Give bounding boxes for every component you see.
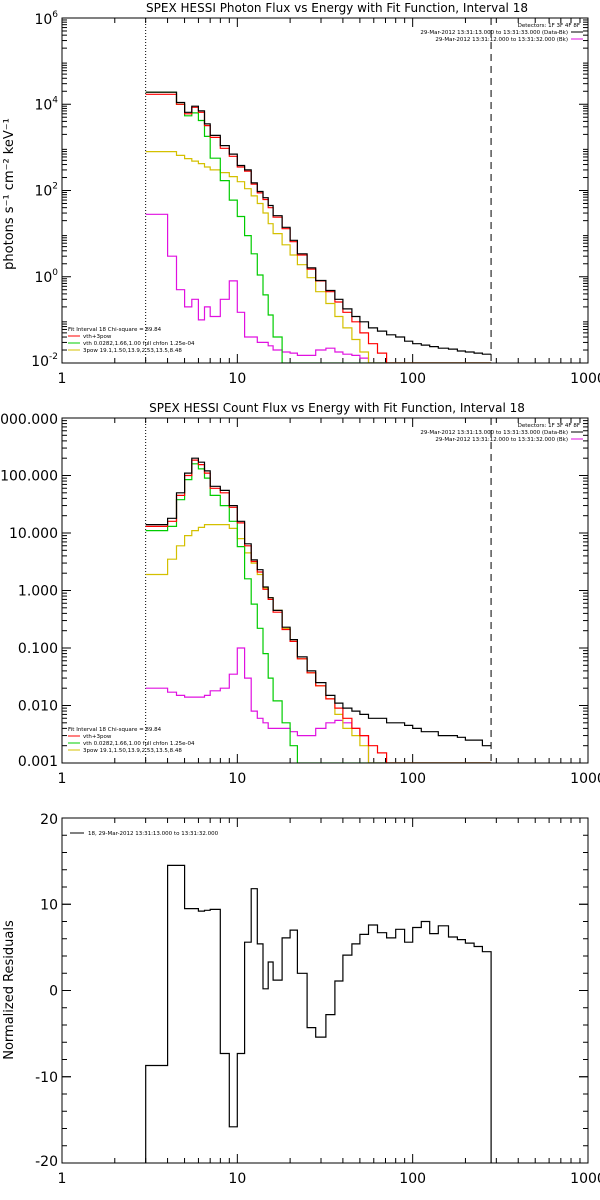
legend-entry: vth+3pow [83,334,112,340]
data-legend-entry: Detectors: 1F 3F 4F 8F [518,23,580,29]
series-line-0 [145,864,492,1163]
legend-entry: 3pow 19.1,1.50,13.9,2.53,13.5,8.48 [83,348,182,354]
series-line-2 [145,91,492,363]
photon-flux-panel: SPEX HESSI Photon Flux vs Energy with Fi… [2,1,600,387]
y-tick-label: 102 [34,182,58,200]
y-tick-label: 0.010 [18,699,58,715]
legend-entry: Fit Interval 18 Chi-square = 89.84 [68,327,162,333]
legend-entry: Fit Interval 18 Chi-square = 89.84 [68,727,162,733]
x-tick-label: 10 [228,1171,246,1187]
series-line-4 [145,647,492,763]
data-legend-entry: 29-Mar-2012 13:31:13.000 to 13:31:33.000… [420,430,568,436]
photon-flux-plot-frame [61,17,589,364]
legend-entry: 18, 29-Mar-2012 13:31:13.000 to 13:31:32… [88,831,219,837]
series-line-3 [145,151,492,363]
series-line-4 [145,213,492,363]
x-tick-label: 1 [58,771,67,787]
residuals-plot-frame [61,817,589,1164]
y-tick-label: 10.000 [9,526,58,542]
data-legend-entry: Detectors: 1F 3F 4F 8F [518,423,580,429]
y-tick-label: 100 [34,268,58,286]
x-tick-label: 1 [58,371,67,387]
y-tick-label: 106 [34,10,58,28]
residuals-ylabel: Normalized Residuals [2,920,17,1060]
data-legend-entry: 29-Mar-2012 13:31:12.000 to 13:31:32.000… [435,37,568,43]
series-line-0 [145,457,492,747]
legend-entry: vth+3pow [83,734,112,740]
y-tick-label: 0.001 [18,754,58,770]
series-line-0 [145,91,492,355]
series-line-1 [145,93,492,363]
photon-flux-ylabel: photons s⁻¹ cm⁻² keV⁻¹ [2,118,17,270]
y-tick-label: 10 [40,897,58,913]
y-tick-label: 10-2 [31,352,58,370]
y-tick-label: 0 [49,984,58,1000]
photon-flux-title: SPEX HESSI Photon Flux vs Energy with Fi… [146,1,528,15]
x-tick-label: 10 [228,771,246,787]
x-tick-label: 100 [399,1171,426,1187]
data-legend-entry: 29-Mar-2012 13:31:12.000 to 13:31:32.000… [435,437,568,443]
y-tick-label: 100.000 [0,469,58,485]
y-tick-label: 0.100 [18,641,58,657]
count-flux-title: SPEX HESSI Count Flux vs Energy with Fit… [149,401,525,415]
x-tick-label: 100 [399,771,426,787]
count-flux-plot-frame [61,417,589,764]
y-tick-label: 1.000 [18,584,58,600]
legend-entry: vth 0.0282,1.66,1.00 full chfon 1.25e-04 [83,341,195,347]
x-tick-label: 1 [58,1171,67,1187]
y-tick-label: 20 [40,812,58,828]
x-tick-label: 100 [399,371,426,387]
legend-entry: vth 0.0282,1.66,1.00 full chfon 1.25e-04 [83,741,195,747]
data-legend-entry: 29-Mar-2012 13:31:13.000 to 13:31:33.000… [420,30,568,36]
series-line-2 [145,463,492,763]
legend-entry: 3pow 19.1,1.50,13.9,2.53,13.5,8.48 [83,748,182,754]
count-flux-panel: SPEX HESSI Count Flux vs Energy with Fit… [0,401,600,787]
y-tick-label: -20 [35,1154,58,1170]
y-tick-label: 104 [34,95,58,113]
x-tick-label: 10 [228,371,246,387]
series-line-3 [145,524,492,763]
y-tick-label: -10 [35,1070,58,1086]
series-line-1 [145,459,492,763]
